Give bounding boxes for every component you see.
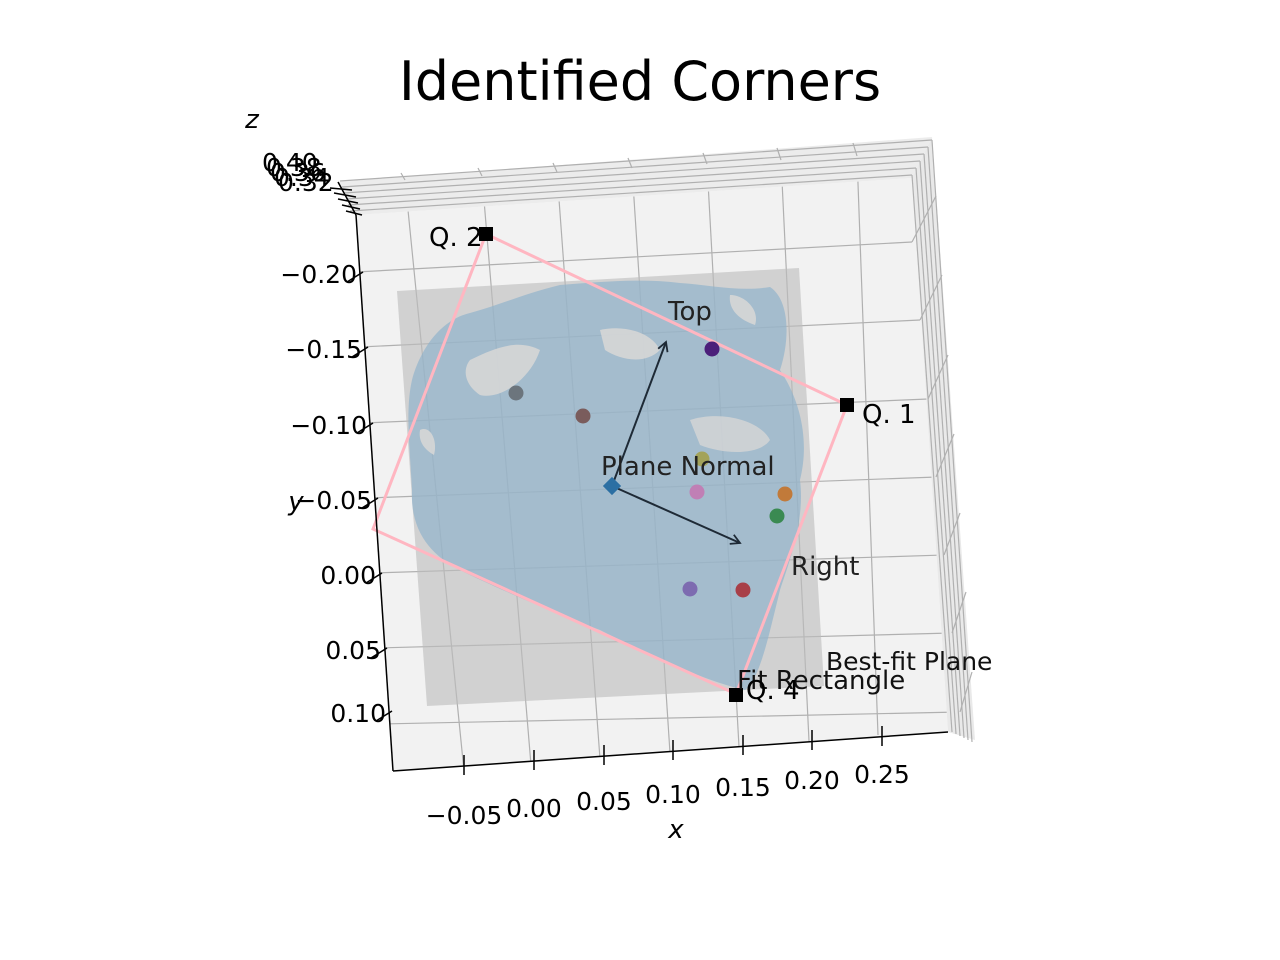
x-axis-line bbox=[392, 731, 949, 772]
grid-line-z-right bbox=[911, 174, 953, 733]
y-axis-line bbox=[355, 214, 394, 772]
x-tick-label: 0.20 bbox=[784, 766, 840, 795]
cluster-points bbox=[508, 341, 793, 598]
right-vector bbox=[611, 485, 742, 545]
grid-line-top bbox=[702, 152, 708, 165]
y-tick-label: −0.15 bbox=[285, 335, 362, 364]
z-tick-label: 0.36 bbox=[270, 158, 326, 187]
grid-line-z bbox=[343, 153, 925, 194]
grid-line-right bbox=[919, 274, 943, 321]
y-tick-mark bbox=[361, 497, 379, 509]
z-tick-labels: 0.400.380.360.340.32 bbox=[262, 148, 334, 197]
cluster-point bbox=[508, 385, 524, 401]
cluster-point bbox=[682, 581, 698, 597]
x-tick-label: 0.25 bbox=[854, 760, 910, 789]
z-tick-label: 0.34 bbox=[274, 163, 330, 192]
cluster-point bbox=[735, 582, 751, 598]
corner-label-q4: Q. 4 bbox=[746, 676, 800, 706]
grid-line-right bbox=[927, 354, 949, 400]
y-tick-label: 0.00 bbox=[320, 561, 376, 590]
corner-label-q2: Q. 2 bbox=[429, 223, 483, 253]
x-tick-label: 0.05 bbox=[576, 787, 632, 816]
corner-marker bbox=[479, 227, 493, 241]
x-tick-label: 0.15 bbox=[715, 773, 771, 802]
x-tick-label: 0.10 bbox=[645, 780, 701, 809]
vector-label-plane-normal: Plane Normal bbox=[601, 452, 775, 482]
grid-line-z-right bbox=[927, 146, 969, 741]
grid-line-right bbox=[943, 512, 961, 556]
grid-line-y bbox=[379, 711, 948, 725]
grid-line-right bbox=[951, 591, 967, 634]
vector-label-top: Top bbox=[667, 297, 712, 327]
grid-top bbox=[339, 139, 973, 743]
series-label-best-fit-plane: Best-fit Plane bbox=[826, 647, 992, 676]
grid-line-z-right bbox=[915, 167, 957, 735]
grid-line-y bbox=[356, 241, 913, 273]
corner-marker bbox=[729, 688, 743, 702]
z-tick-label: 0.40 bbox=[262, 148, 318, 177]
corners bbox=[479, 227, 854, 702]
chart-title: Identified Corners bbox=[398, 50, 882, 113]
y-tick-mark bbox=[346, 271, 364, 283]
grid-line-z bbox=[345, 160, 921, 200]
x-tick-label: 0.00 bbox=[506, 794, 562, 823]
grid-line-z-right bbox=[931, 139, 973, 743]
series-label-fit-rectangle: Fit Rectangle bbox=[737, 666, 905, 696]
y-tick-label: −0.20 bbox=[280, 260, 357, 289]
y-tick-mark bbox=[351, 346, 369, 358]
cluster-point bbox=[694, 451, 710, 467]
corner-label-q1: Q. 1 bbox=[862, 400, 916, 430]
y-tick-label: −0.10 bbox=[290, 411, 367, 440]
grid-line-z bbox=[339, 139, 933, 182]
grid-line-z bbox=[349, 174, 913, 212]
grid-line-right bbox=[959, 671, 973, 713]
plane-center-point bbox=[602, 476, 622, 496]
cluster-point bbox=[575, 408, 591, 424]
grid-line-top bbox=[477, 167, 483, 177]
y-tick-label: 0.10 bbox=[330, 699, 386, 728]
x-tick-label: −0.05 bbox=[426, 801, 503, 830]
grid-line-top bbox=[552, 162, 558, 173]
vectors bbox=[611, 340, 742, 545]
grid-line-top bbox=[400, 172, 406, 181]
grid-line-z bbox=[347, 167, 917, 206]
cluster-point bbox=[689, 484, 705, 500]
y-ticks bbox=[346, 271, 393, 722]
x-axis-label: x bbox=[667, 815, 684, 845]
y-tick-label: −0.05 bbox=[295, 486, 372, 515]
grid-line-x bbox=[856, 178, 879, 736]
cluster-point bbox=[769, 508, 785, 524]
grid-line-top bbox=[776, 147, 782, 161]
y-tick-mark bbox=[356, 422, 374, 434]
z-tick-label: 0.32 bbox=[278, 168, 334, 197]
grid-line-z-right bbox=[919, 160, 961, 737]
grid-line-right bbox=[911, 195, 937, 243]
y-tick-mark bbox=[375, 710, 393, 722]
grid-line-z-right bbox=[923, 153, 965, 739]
z-axis bbox=[329, 181, 363, 216]
y-tick-label: 0.05 bbox=[325, 636, 381, 665]
top-vector bbox=[611, 340, 669, 487]
grid-line-right bbox=[935, 433, 955, 478]
grid-line-top bbox=[852, 142, 858, 157]
grid-line-top bbox=[627, 157, 633, 169]
vector-label-right: Right bbox=[791, 552, 859, 582]
y-tick-mark bbox=[370, 647, 388, 659]
x-ticks bbox=[463, 726, 883, 775]
corner-marker bbox=[840, 398, 854, 412]
cluster-point bbox=[777, 486, 793, 502]
grid-line-z bbox=[341, 146, 929, 188]
y-axis-label: y bbox=[287, 487, 304, 517]
z-tick-label: 0.38 bbox=[266, 153, 322, 182]
z-axis-label: z bbox=[244, 105, 260, 135]
y-tick-labels: −0.20 −0.15 −0.10 −0.05 0.00 0.05 0.10 bbox=[280, 260, 386, 728]
y-tick-mark bbox=[365, 572, 383, 584]
cluster-point bbox=[704, 341, 720, 357]
x-tick-labels: −0.05 0.00 0.05 0.10 0.15 0.20 0.25 bbox=[426, 760, 910, 830]
